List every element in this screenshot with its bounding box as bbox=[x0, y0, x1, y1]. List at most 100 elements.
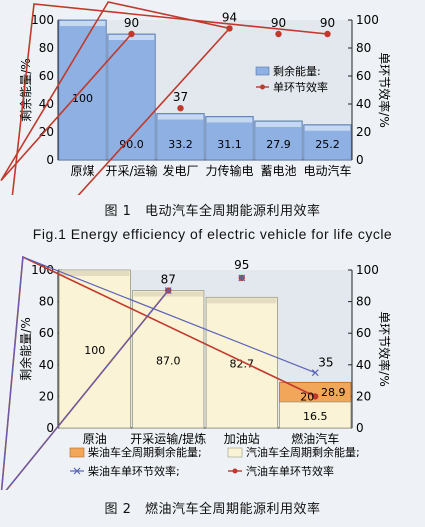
x-tick-label: 燃油汽车 bbox=[291, 431, 339, 446]
line-gasoline-point bbox=[312, 393, 319, 400]
legend-swatch-diesel-marker bbox=[73, 467, 81, 475]
bar-remaining-energy bbox=[156, 113, 205, 161]
legend-swatch-gasoline-marker bbox=[232, 468, 238, 474]
bar-remaining-energy bbox=[205, 116, 254, 161]
legend-swatch-gasoline-bar bbox=[227, 447, 243, 458]
y2-axis-label: 单环节效率/% bbox=[377, 311, 392, 386]
x-tick-label: 力传输电 bbox=[205, 163, 253, 178]
y2-tick-label: 60 bbox=[356, 69, 371, 83]
bar-highlight bbox=[207, 298, 277, 304]
bar-value-label: 25.2 bbox=[315, 138, 340, 151]
bar-value-label: 90.0 bbox=[119, 138, 144, 151]
y2-tick-label: 80 bbox=[356, 295, 371, 309]
x-tick-label: 原油 bbox=[83, 432, 107, 446]
bar-value-label: 82.7 bbox=[230, 358, 255, 371]
bar-highlight bbox=[133, 291, 203, 297]
y2-tick-label: 20 bbox=[356, 125, 371, 139]
x-tick-label: 蓄电池 bbox=[260, 164, 296, 178]
line-point bbox=[177, 105, 184, 112]
y2-tick-label: 0 bbox=[356, 153, 364, 167]
bar-value-label: 33.2 bbox=[168, 138, 193, 151]
y-tick-label: 100 bbox=[31, 13, 54, 27]
figure-2-caption: 图 2 燃油汽车全周期能源利用效率 bbox=[104, 502, 321, 517]
legend-label-line: 单环节效率 bbox=[273, 80, 328, 94]
bar-remaining-energy bbox=[58, 269, 131, 429]
bar-value-label: 100 bbox=[84, 344, 105, 357]
y2-tick-label: 40 bbox=[356, 358, 371, 372]
bar-highlight bbox=[108, 35, 155, 40]
line-point bbox=[324, 30, 331, 38]
y-axis-label: 剩余能量/% bbox=[18, 58, 33, 121]
y-tick-label: 0 bbox=[46, 421, 54, 435]
line-value-label: 35 bbox=[318, 356, 333, 370]
bar-value-label: 100 bbox=[72, 92, 93, 105]
bar-remaining-energy bbox=[254, 120, 303, 161]
legend-swatch-bar bbox=[255, 66, 270, 76]
line-value-label: 87 bbox=[161, 273, 176, 287]
bar-highlight bbox=[157, 114, 204, 120]
line-value-label: 95 bbox=[234, 258, 249, 272]
bar-highlight bbox=[59, 21, 106, 26]
line-value-label: 90 bbox=[124, 16, 139, 30]
bar-value-label: 16.5 bbox=[303, 410, 328, 423]
y-tick-label: 20 bbox=[39, 389, 54, 403]
y2-axis-label: 单环节效率/% bbox=[377, 52, 392, 127]
bar-value-label: 87.0 bbox=[156, 354, 181, 367]
bar-value-label: 31.1 bbox=[217, 138, 242, 151]
y2-tick-label: 100 bbox=[356, 13, 379, 27]
y-tick-label: 20 bbox=[39, 125, 54, 139]
y-tick-label: 80 bbox=[39, 41, 54, 55]
plot-area bbox=[58, 20, 352, 160]
bar-remaining-energy bbox=[205, 296, 278, 429]
bar-highlight bbox=[60, 271, 130, 276]
y-tick-label: 60 bbox=[39, 326, 54, 340]
bar-value-label: 27.9 bbox=[266, 138, 291, 151]
x-tick-label: 加油站 bbox=[224, 432, 260, 446]
line-point bbox=[226, 25, 233, 32]
y2-tick-label: 60 bbox=[356, 326, 371, 340]
bar-remaining-energy bbox=[107, 33, 156, 161]
y-axis-label: 剩余能量/% bbox=[18, 317, 33, 380]
y2-tick-label: 100 bbox=[356, 263, 379, 277]
legend-swatch-diesel-bar bbox=[69, 447, 85, 458]
line-value-label: 20 bbox=[300, 390, 314, 403]
line-diesel-efficiency bbox=[1, 256, 316, 490]
line-value-label: 90 bbox=[271, 16, 286, 30]
y2-tick-label: 80 bbox=[356, 41, 371, 55]
y-tick-label: 80 bbox=[39, 295, 54, 309]
legend-label-gasoline-bar: 汽油车全周期剩余能量; bbox=[246, 445, 360, 459]
y2-tick-label: 20 bbox=[356, 389, 371, 403]
line-value-label: 90 bbox=[320, 16, 335, 30]
y-tick-label: 60 bbox=[39, 69, 54, 83]
x-tick-label: 开采运输/提炼 bbox=[130, 431, 206, 446]
x-tick-label: 开采/运输 bbox=[105, 163, 157, 178]
legend-label-diesel-line: 柴油车单环节效率; bbox=[88, 464, 180, 478]
line-diesel-point bbox=[238, 274, 246, 282]
line-value-label: 94 bbox=[222, 10, 237, 24]
bar-remaining-energy bbox=[132, 290, 205, 429]
legend-label-gasoline-line: 汽油车单环节效率 bbox=[246, 464, 334, 478]
x-tick-label: 发电厂 bbox=[162, 163, 198, 178]
y-tick-label: 40 bbox=[39, 358, 54, 372]
line-point bbox=[128, 30, 135, 38]
legend-label-bar: 剩余能量: bbox=[273, 64, 321, 78]
x-tick-label: 电动汽车 bbox=[303, 163, 351, 178]
y2-tick-label: 40 bbox=[356, 97, 371, 111]
figure-1-caption-english: Fig.1 Energy efficiency of electric vehi… bbox=[32, 226, 393, 242]
bar-highlight bbox=[255, 121, 302, 127]
y2-tick-label: 0 bbox=[356, 421, 364, 435]
line-value-label: 37 bbox=[173, 90, 188, 104]
y-tick-label: 0 bbox=[46, 153, 54, 167]
bar-gasoline-remaining-energy bbox=[279, 401, 352, 429]
figure-1-caption: 图 1 电动汽车全周期能源利用效率 bbox=[104, 204, 321, 219]
bar-highlight bbox=[304, 125, 351, 131]
legend-swatch-dot bbox=[260, 84, 265, 90]
bar-highlight bbox=[206, 117, 253, 123]
line-diesel-point bbox=[311, 369, 319, 377]
x-tick-label: 原煤 bbox=[70, 164, 94, 178]
line-diesel-point bbox=[164, 287, 172, 294]
legend-label-diesel-bar: 柴油车全周期剩余能量; bbox=[88, 445, 202, 459]
